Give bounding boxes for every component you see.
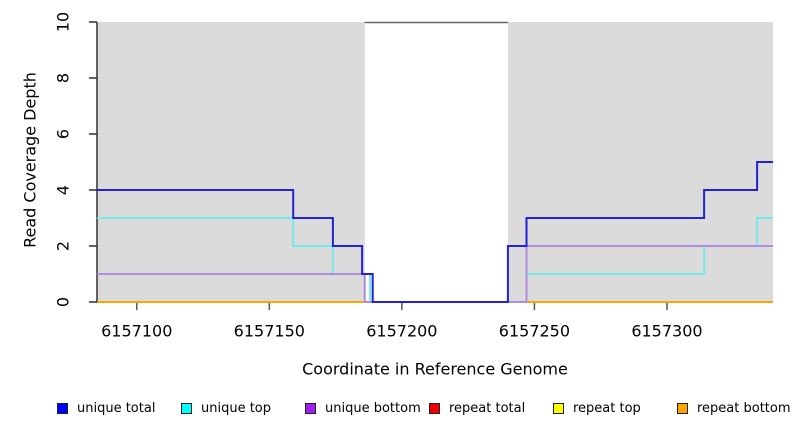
series-line-unique-total bbox=[97, 161, 773, 303]
x-tick-label: 6157300 bbox=[631, 321, 703, 341]
x-tick-label: 6157250 bbox=[498, 321, 571, 341]
legend-item-unique-total: unique total bbox=[57, 401, 155, 416]
legend-swatch-icon bbox=[181, 403, 192, 414]
legend-item-repeat-bottom: repeat bottom bbox=[677, 401, 791, 416]
x-axis-title: Coordinate in Reference Genome bbox=[302, 359, 568, 379]
legend-swatch-icon bbox=[57, 403, 68, 414]
legend-item-repeat-total: repeat total bbox=[429, 401, 525, 416]
legend-label: unique bottom bbox=[325, 401, 421, 416]
shaded-coverage-region bbox=[507, 22, 773, 302]
legend-swatch-icon bbox=[305, 403, 316, 414]
y-tick-label: 6 bbox=[53, 128, 73, 140]
shaded-coverage-region bbox=[97, 22, 365, 302]
x-tick-label: 6157150 bbox=[233, 321, 305, 341]
legend-label: unique top bbox=[201, 401, 272, 416]
y-tick-label: 2 bbox=[53, 240, 73, 252]
x-tick-label: 6157200 bbox=[366, 321, 438, 341]
y-tick-label: 4 bbox=[53, 184, 73, 196]
legend-label: unique total bbox=[77, 401, 156, 416]
legend-label: repeat top bbox=[573, 401, 641, 416]
y-tick-label: 0 bbox=[53, 296, 73, 308]
legend-item-unique-bottom: unique bottom bbox=[305, 401, 421, 416]
legend-swatch-icon bbox=[677, 403, 688, 414]
legend-swatch-icon bbox=[429, 403, 440, 414]
legend-label: repeat total bbox=[449, 401, 526, 416]
legend-swatch-icon bbox=[553, 403, 564, 414]
legend-item-unique-top: unique top bbox=[181, 401, 271, 416]
y-axis-title: Read Coverage Depth bbox=[20, 72, 40, 248]
y-tick-label: 10 bbox=[53, 11, 73, 33]
y-tick-label: 8 bbox=[53, 72, 73, 84]
legend-label: repeat bottom bbox=[697, 401, 791, 416]
x-tick-label: 6157100 bbox=[101, 321, 173, 341]
legend-item-repeat-top: repeat top bbox=[553, 401, 641, 416]
